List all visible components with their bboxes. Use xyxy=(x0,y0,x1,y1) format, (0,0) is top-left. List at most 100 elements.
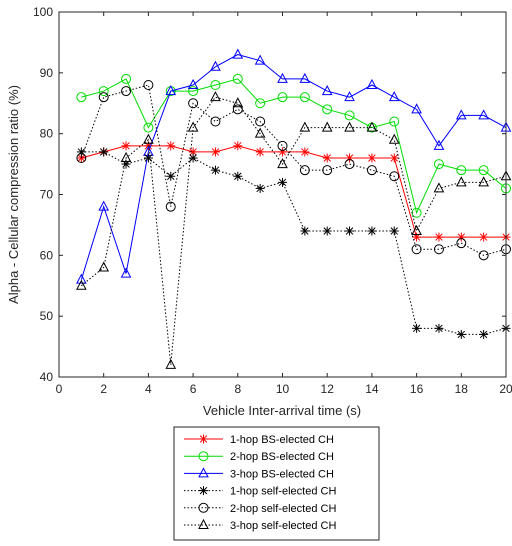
data-point xyxy=(433,244,444,255)
data-point xyxy=(165,358,177,369)
data-point xyxy=(232,48,244,59)
data-point xyxy=(76,273,87,284)
data-point xyxy=(345,226,355,236)
series-5 xyxy=(76,91,512,369)
data-point xyxy=(165,85,177,96)
data-point xyxy=(120,151,132,162)
data-point xyxy=(143,80,154,90)
legend-entry: 3-hop self-elected CH xyxy=(184,518,336,532)
series-line xyxy=(81,96,507,365)
data-point xyxy=(166,171,176,181)
x-tick-label: 8 xyxy=(234,382,241,396)
data-point xyxy=(456,165,467,176)
data-point xyxy=(232,73,243,84)
series-line xyxy=(81,78,507,215)
data-point xyxy=(344,91,355,102)
x-tick-label: 2 xyxy=(100,382,107,396)
data-point xyxy=(233,141,243,151)
series-2 xyxy=(76,48,512,284)
data-point xyxy=(366,78,378,89)
legend-entry: 1-hop BS-elected CH xyxy=(184,434,334,446)
data-point xyxy=(254,54,266,65)
x-tick-label: 14 xyxy=(365,382,379,396)
data-point xyxy=(232,104,243,115)
data-point xyxy=(277,158,288,169)
series-line xyxy=(80,84,507,256)
y-tick-label: 60 xyxy=(40,248,54,262)
legend-label: 3-hop BS-elected CH xyxy=(230,468,334,480)
x-tick-label: 10 xyxy=(276,382,290,396)
data-point xyxy=(187,78,199,89)
data-point xyxy=(344,110,355,121)
data-point xyxy=(411,244,422,255)
data-point xyxy=(389,226,399,236)
plot-series xyxy=(76,48,512,369)
y-tick-label: 50 xyxy=(40,309,54,323)
data-point xyxy=(188,98,199,109)
legend-marker xyxy=(199,434,208,444)
data-point xyxy=(76,92,87,103)
legend-label: 2-hop self-elected CH xyxy=(230,503,336,515)
data-point xyxy=(121,141,131,151)
y-axis-label: Alpha - Cellular compression ratio (%) xyxy=(6,85,21,304)
data-point xyxy=(187,121,199,132)
data-point xyxy=(277,72,288,83)
data-point xyxy=(188,86,199,97)
data-point xyxy=(433,182,445,193)
data-point xyxy=(277,92,288,103)
data-point xyxy=(278,177,287,187)
data-point xyxy=(411,103,422,114)
data-point xyxy=(255,98,266,109)
data-point xyxy=(455,176,467,187)
data-point xyxy=(166,141,176,151)
data-point xyxy=(412,323,422,333)
data-point xyxy=(321,121,333,132)
data-point xyxy=(277,140,288,151)
data-point xyxy=(210,80,221,90)
x-tick-label: 6 xyxy=(190,382,197,396)
legend-marker xyxy=(198,518,209,529)
data-point xyxy=(344,121,355,132)
data-point xyxy=(478,165,489,176)
axis-ticks xyxy=(58,11,507,378)
x-axis-label: Vehicle Inter-arrival time (s) xyxy=(203,403,361,418)
data-point xyxy=(210,147,220,157)
legend-entry: 2-hop self-elected CH xyxy=(184,502,336,515)
legend-entry: 2-hop BS-elected CH xyxy=(184,451,334,463)
legend-label: 2-hop BS-elected CH xyxy=(230,451,334,463)
data-point xyxy=(434,232,444,242)
data-point xyxy=(322,165,333,176)
data-point xyxy=(389,116,400,127)
data-point xyxy=(232,97,244,108)
x-tick-label: 0 xyxy=(56,382,63,396)
data-point xyxy=(121,159,131,169)
data-point xyxy=(366,121,378,132)
data-point xyxy=(388,91,400,102)
legend-marker xyxy=(198,451,209,462)
x-tick-label: 16 xyxy=(410,382,424,396)
legend-label: 1-hop self-elected CH xyxy=(230,486,336,498)
data-point xyxy=(255,116,266,127)
data-point xyxy=(411,224,422,235)
data-point xyxy=(479,329,489,339)
y-tick-label: 70 xyxy=(40,188,54,202)
data-point xyxy=(389,153,399,163)
data-point xyxy=(456,329,466,339)
data-point xyxy=(98,200,110,211)
data-point xyxy=(344,159,355,170)
data-point xyxy=(299,72,311,83)
series-4 xyxy=(76,80,511,261)
data-point xyxy=(210,60,221,71)
x-tick-label: 4 xyxy=(145,382,152,396)
data-point xyxy=(121,73,132,84)
legend-marker xyxy=(198,467,209,478)
data-point xyxy=(478,176,489,187)
data-point xyxy=(210,91,221,102)
x-tick-label: 12 xyxy=(321,382,335,396)
data-point xyxy=(478,109,489,120)
data-point xyxy=(478,250,489,261)
series-1 xyxy=(76,73,511,218)
series-3 xyxy=(76,147,511,339)
data-point xyxy=(98,92,109,103)
